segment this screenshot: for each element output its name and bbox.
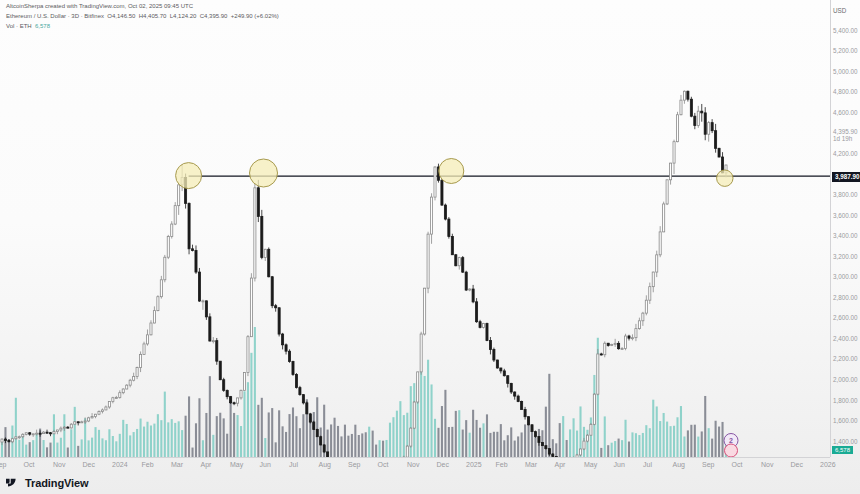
svg-text:2: 2 (729, 437, 733, 444)
